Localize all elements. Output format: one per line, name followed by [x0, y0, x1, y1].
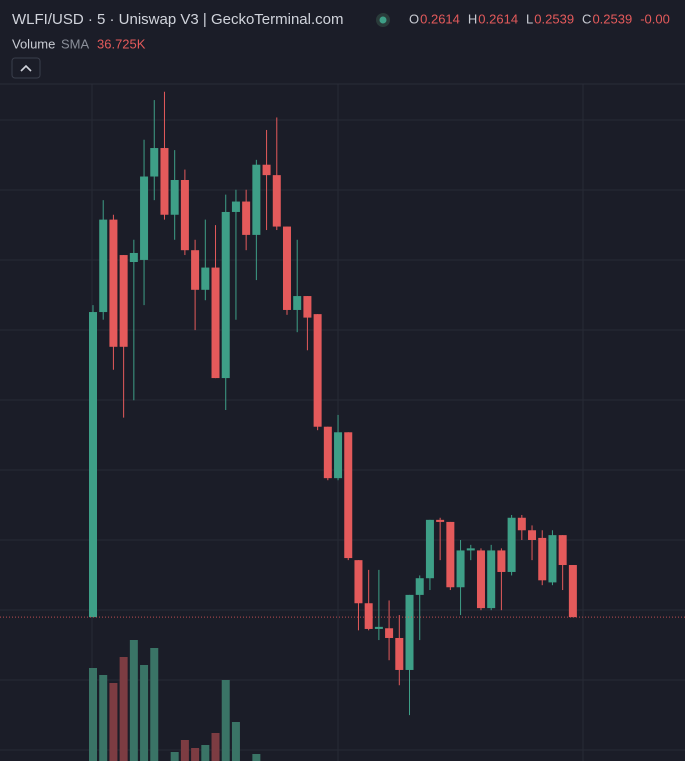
candle-body — [313, 314, 322, 427]
candle-body — [405, 594, 414, 670]
candle-body — [242, 201, 251, 235]
candle-body — [119, 255, 128, 347]
candle-body — [334, 432, 343, 479]
candle-body — [211, 267, 220, 379]
candle-body — [568, 565, 577, 618]
ohlc-value: 0.2539 — [592, 11, 632, 26]
sma-label: SMA — [61, 36, 90, 51]
candle-body — [323, 426, 332, 479]
volume-pane — [89, 640, 261, 761]
volume-bar — [201, 745, 210, 761]
candle-body — [109, 219, 118, 347]
candles — [0, 91, 685, 716]
candle-body — [548, 535, 557, 583]
candle-body — [170, 179, 179, 215]
change-value: -0.00 — [640, 11, 670, 26]
candle-body — [150, 148, 159, 177]
ohlc-value: 0.2539 — [534, 11, 574, 26]
volume-bar — [211, 733, 220, 761]
candle-body — [221, 211, 230, 379]
candle-body — [140, 176, 149, 260]
volume-bar — [109, 683, 118, 761]
candle-body — [262, 164, 271, 176]
volume-bar — [89, 668, 97, 761]
candle-body — [293, 296, 302, 310]
candle-body — [160, 148, 169, 215]
volume-label: Volume — [12, 36, 55, 51]
candle-body — [374, 626, 383, 629]
volume-bar — [191, 748, 200, 761]
candle-body — [487, 550, 496, 609]
candle-body — [528, 530, 537, 540]
candle-body — [385, 628, 394, 638]
candle-body — [436, 519, 445, 522]
candle-body — [303, 296, 312, 318]
candle-body — [395, 637, 404, 670]
candle-body — [89, 312, 97, 618]
candle-body — [231, 201, 240, 212]
candle-body — [282, 226, 291, 310]
candle-body — [446, 521, 455, 588]
candle-body — [538, 537, 547, 581]
candle-body — [364, 603, 373, 629]
candle-body — [425, 519, 434, 579]
candle-body — [558, 535, 567, 566]
candle-body — [354, 560, 363, 604]
volume-bar — [252, 754, 261, 761]
candle-body — [99, 219, 108, 313]
volume-bar — [231, 722, 240, 761]
volume-bar — [140, 665, 149, 761]
candle-body — [466, 548, 475, 551]
candle-body — [517, 517, 526, 531]
volume-bar — [99, 675, 108, 761]
volume-bar — [221, 680, 230, 761]
candle-body — [415, 578, 424, 595]
ohlc-label: C — [582, 11, 591, 26]
candle-body — [191, 250, 200, 290]
candle-body — [476, 550, 485, 609]
volume-bar — [150, 648, 159, 761]
ohlc-label: L — [526, 11, 533, 26]
candle-body — [272, 175, 281, 227]
collapse-button[interactable] — [11, 57, 41, 79]
candle-body — [507, 517, 516, 572]
volume-bar — [119, 657, 128, 761]
ohlc-label: O — [409, 11, 419, 26]
volume-bar — [170, 752, 179, 761]
candle-body — [497, 550, 506, 572]
ohlc-value: 0.2614 — [420, 11, 460, 26]
candle-body — [129, 252, 138, 263]
sma-value: 36.725K — [97, 36, 146, 51]
chart-title: WLFI/USD · 5 · Uniswap V3 | GeckoTermina… — [12, 11, 343, 28]
volume-bar — [129, 640, 138, 761]
candle-body — [201, 267, 210, 290]
volume-bar — [180, 740, 189, 761]
candle-body — [252, 164, 261, 235]
status-dot — [379, 16, 387, 24]
candle-body — [344, 432, 353, 559]
candle-body — [180, 179, 189, 251]
caret-icon — [20, 64, 32, 72]
ohlc-label: H — [468, 11, 477, 26]
header: WLFI/USD · 5 · Uniswap V3 | GeckoTermina… — [11, 11, 670, 79]
candle-body — [456, 550, 465, 588]
ohlc-value: 0.2614 — [478, 11, 518, 26]
